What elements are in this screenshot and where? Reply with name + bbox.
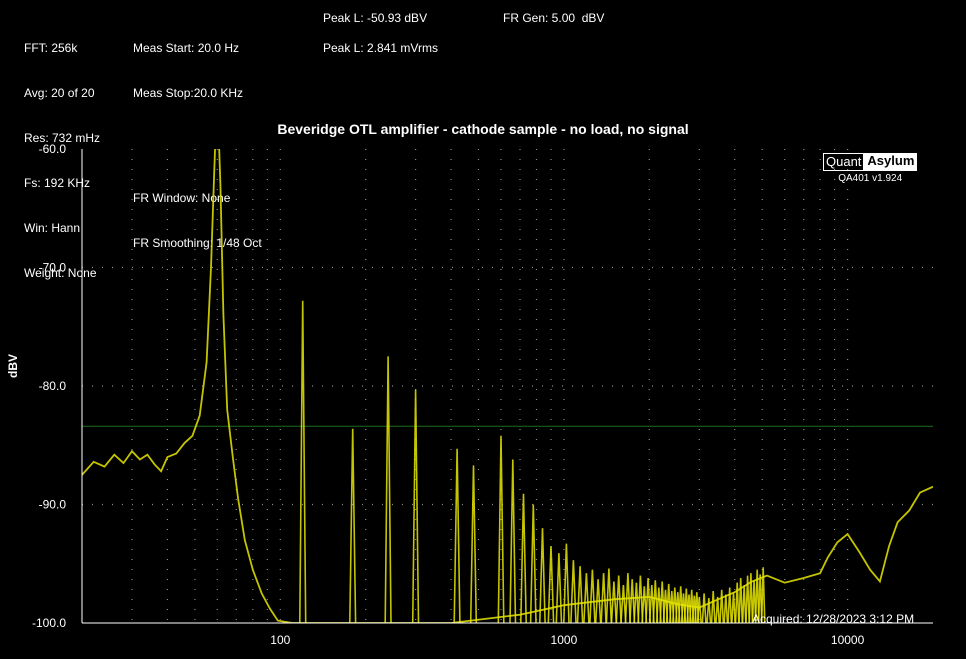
fr-gen-readout: FR Gen: 5.00 dBV xyxy=(503,11,605,25)
y-tick-label: -80.0 xyxy=(39,379,67,393)
harmonic-peak xyxy=(734,582,740,623)
harmonic-peak xyxy=(411,389,420,623)
harmonic-peak xyxy=(738,577,744,623)
harmonic-peak xyxy=(615,575,622,623)
harmonic-peak xyxy=(299,300,307,623)
harmonic-peak xyxy=(710,590,716,623)
harmonic-peak xyxy=(610,581,618,623)
window-readout: Win: Hann xyxy=(24,221,81,235)
harmonic-peak xyxy=(741,585,747,623)
fr-window-readout: FR Window: None xyxy=(133,191,231,205)
peak-dbv-readout: Peak L: -50.93 dBV xyxy=(323,11,428,25)
harmonic-peak xyxy=(706,598,712,623)
harmonic-peak xyxy=(349,428,357,623)
harmonic-peak xyxy=(620,585,627,623)
x-tick-label: 100 xyxy=(270,633,290,647)
harmonic-peak xyxy=(624,573,631,623)
y-tick-label: -90.0 xyxy=(39,498,67,512)
y-tick-label: -100.0 xyxy=(32,616,66,630)
harmonic-peak xyxy=(629,579,636,623)
harmonic-peak xyxy=(539,528,546,623)
harmonic-peak xyxy=(751,580,757,623)
meas-start-readout: Meas Start: 20.0 Hz xyxy=(133,41,240,55)
harmonic-peak xyxy=(637,575,644,623)
harmonic-peak xyxy=(453,448,461,623)
harmonic-peak xyxy=(547,545,555,623)
y-tick-label: -70.0 xyxy=(39,261,67,275)
resolution-readout: Res: 732 mHz xyxy=(24,131,101,145)
chart-title: Beveridge OTL amplifier - cathode sample… xyxy=(277,121,689,137)
acquired-timestamp: Acquired: 12/28/2023 3:12 PM xyxy=(752,612,915,626)
sample-rate-readout: Fs: 192 KHz xyxy=(24,176,91,190)
harmonic-peak xyxy=(555,553,563,623)
fft-size-readout: FFT: 256k xyxy=(24,41,78,55)
logo-quant: Quant xyxy=(823,153,865,171)
averaging-readout: Avg: 20 of 20 xyxy=(24,86,95,100)
version-label: QA401 v1.924 xyxy=(838,173,903,184)
harmonic-peak xyxy=(576,566,584,623)
harmonic-peak xyxy=(701,593,707,623)
harmonic-peak xyxy=(570,560,577,623)
harmonic-peak xyxy=(605,568,613,623)
harmonic-peak xyxy=(715,596,720,623)
harmonic-peak xyxy=(745,575,750,623)
y-tick-label: -60.0 xyxy=(39,142,67,156)
harmonic-peak xyxy=(731,592,736,623)
harmonic-peak xyxy=(469,465,478,623)
harmonic-peak xyxy=(529,504,537,623)
quantasylum-logo: Quant Asylum QA401 v1.924 xyxy=(823,153,918,184)
harmonic-peak xyxy=(748,573,754,623)
spectrum-trace xyxy=(82,149,933,623)
harmonic-peak xyxy=(633,582,640,623)
info-col1: FFT: 256k Avg: 20 of 20 Res: 732 mHz Fs:… xyxy=(24,11,100,296)
logo-asylum: Asylum xyxy=(864,153,918,171)
harmonic-peak xyxy=(384,356,392,623)
harmonic-peak xyxy=(696,596,702,623)
peak-mvrms-readout: Peak L: 2.841 mVrms xyxy=(323,41,438,55)
harmonic-peak xyxy=(594,579,602,623)
harmonic-peak xyxy=(723,594,729,623)
harmonic-peak xyxy=(719,589,725,623)
harmonic-peak xyxy=(509,459,517,623)
harmonic-peak xyxy=(583,573,590,623)
harmonic-peak xyxy=(497,435,505,623)
harmonic-peak xyxy=(754,569,760,623)
harmonic-peak xyxy=(589,569,596,623)
harmonic-peak xyxy=(645,577,652,623)
info-col2: Meas Start: 20.0 Hz Meas Stop:20.0 KHz F… xyxy=(133,11,262,266)
harmonic-peak xyxy=(600,573,607,623)
x-tick-label: 1000 xyxy=(551,633,578,647)
harmonic-peak xyxy=(563,543,570,623)
harmonic-peak xyxy=(760,567,766,623)
harmonic-peak xyxy=(520,493,527,623)
meas-stop-readout: Meas Stop:20.0 KHz xyxy=(133,86,244,100)
x-tick-label: 10000 xyxy=(831,633,865,647)
harmonic-peak xyxy=(727,587,733,623)
